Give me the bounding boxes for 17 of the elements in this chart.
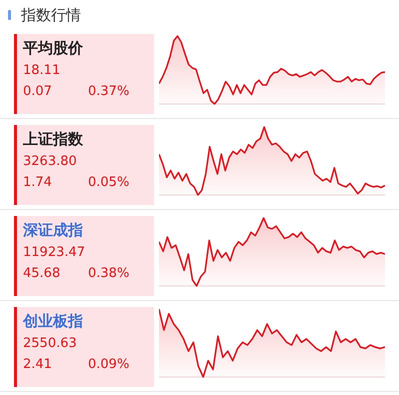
text: 18.11 — [23, 62, 62, 80]
text: 2.41 — [23, 356, 53, 374]
text: 45.68 — [23, 265, 62, 283]
text: 0.37% — [88, 83, 130, 101]
text: 2550.63 — [23, 335, 78, 353]
text: 3263.80 — [23, 153, 78, 171]
text: 指数行情 — [21, 6, 81, 24]
text: 0.07 — [23, 83, 53, 101]
text: 0.38% — [88, 265, 130, 283]
text: 0.05% — [88, 174, 130, 192]
chart-title: 深证成指 — [23, 220, 84, 240]
text: 0.09% — [88, 356, 130, 374]
chart-title: 平均股价 — [23, 38, 84, 58]
text: 11923.47 — [23, 244, 86, 262]
text: 1.74 — [23, 174, 53, 192]
chart-title: 创业板指 — [23, 311, 84, 331]
chart-title: 上证指数 — [23, 129, 84, 149]
